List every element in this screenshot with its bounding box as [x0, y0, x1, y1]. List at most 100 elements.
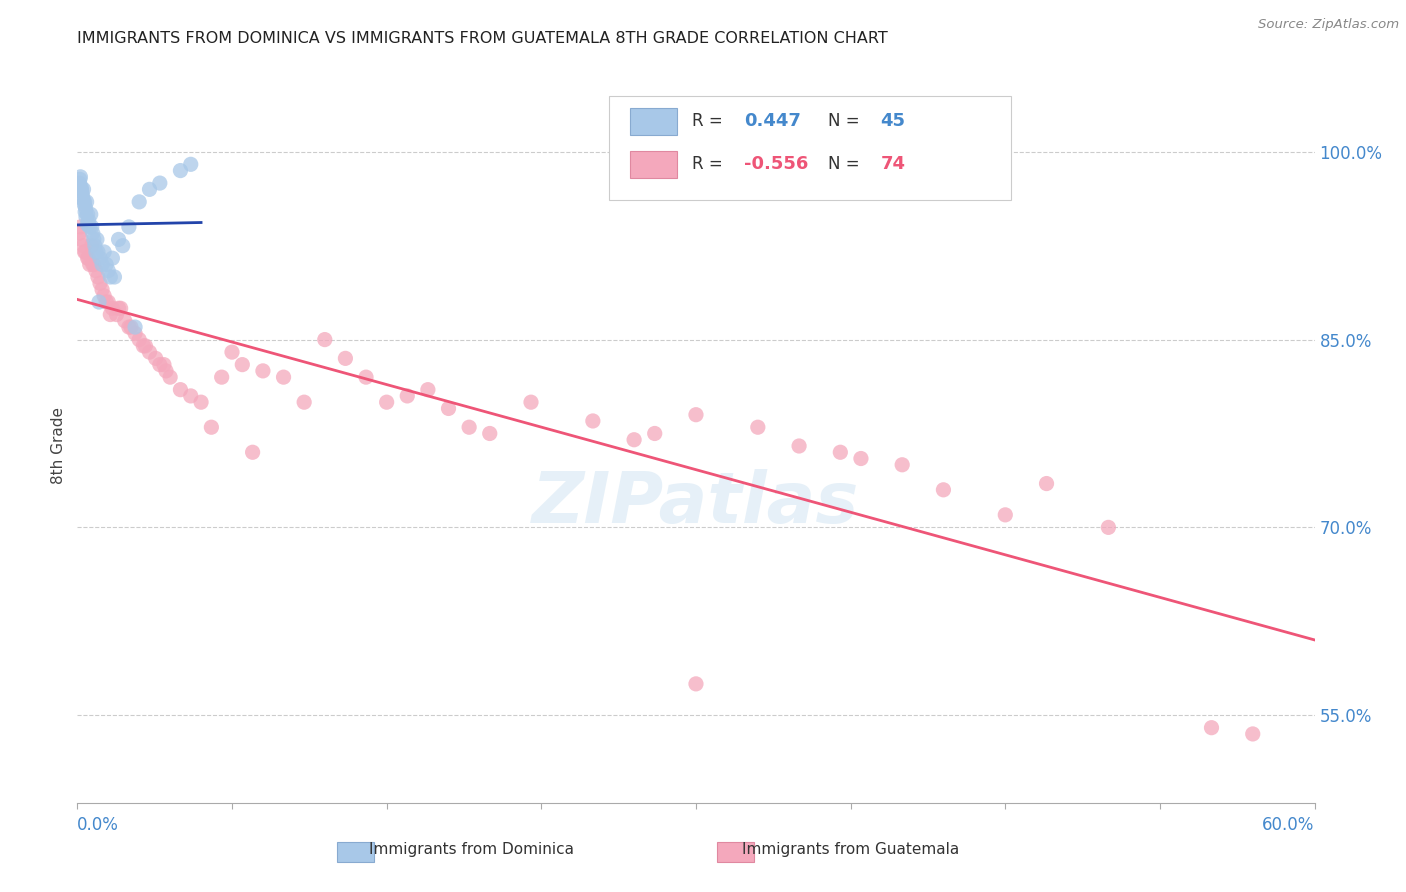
Point [83, 232, 105, 246]
Point [98, 308, 121, 322]
Text: IMMIGRANTS FROM DOMINICA VS IMMIGRANTS FROM GUATEMALA 8TH GRADE CORRELATION CHAR: IMMIGRANTS FROM DOMINICA VS IMMIGRANTS F… [77, 31, 889, 46]
Point [84, 244, 107, 259]
Point [132, 339, 155, 353]
Point [101, 301, 124, 316]
Bar [630, 108, 678, 135]
Point [98, 270, 121, 285]
Point [84, 264, 107, 278]
Point [292, 395, 315, 409]
Text: -0.556: -0.556 [744, 155, 808, 173]
Point [91, 283, 114, 297]
Point [70, 182, 93, 196]
Point [830, 445, 852, 459]
Point [623, 433, 645, 447]
Point [1097, 520, 1119, 534]
Text: ZIPatlas: ZIPatlas [533, 468, 859, 538]
Point [211, 370, 233, 384]
Point [103, 270, 125, 285]
Point [76, 251, 98, 265]
Point [149, 358, 172, 372]
Point [110, 301, 132, 316]
Text: N =: N = [828, 155, 865, 173]
Point [97, 295, 120, 310]
FancyBboxPatch shape [609, 96, 1011, 200]
Point [77, 251, 100, 265]
Point [72, 238, 94, 252]
Point [252, 364, 274, 378]
Point [458, 420, 481, 434]
Point [83, 238, 105, 252]
Point [437, 401, 460, 416]
Point [67, 176, 90, 190]
Text: Source: ZipAtlas.com: Source: ZipAtlas.com [1258, 18, 1399, 31]
Text: 45: 45 [880, 112, 905, 130]
Point [69, 172, 91, 186]
Point [134, 339, 156, 353]
Point [124, 326, 146, 341]
Point [73, 244, 96, 259]
Point [93, 244, 115, 259]
Point [69, 219, 91, 234]
Bar [630, 151, 678, 178]
Point [96, 257, 118, 271]
Text: 0.447: 0.447 [744, 112, 801, 130]
Point [314, 333, 336, 347]
Point [180, 157, 202, 171]
Point [118, 320, 141, 334]
Point [73, 197, 96, 211]
Text: R =: R = [692, 155, 728, 173]
Point [685, 408, 707, 422]
Point [153, 358, 176, 372]
Point [932, 483, 955, 497]
Point [73, 194, 96, 209]
Point [75, 210, 97, 224]
Point [118, 219, 141, 234]
Point [111, 238, 134, 252]
Text: 60.0%: 60.0% [1263, 816, 1315, 834]
Point [416, 383, 439, 397]
Point [114, 314, 136, 328]
Point [787, 439, 810, 453]
Text: R =: R = [692, 112, 728, 130]
Point [1241, 727, 1264, 741]
Point [169, 383, 191, 397]
Text: 0.0%: 0.0% [77, 816, 120, 834]
Text: Immigrants from Guatemala: Immigrants from Guatemala [742, 842, 959, 856]
Point [70, 232, 93, 246]
Point [75, 205, 97, 219]
Point [83, 257, 105, 271]
Point [354, 370, 377, 384]
Point [149, 176, 172, 190]
Point [70, 179, 93, 194]
Point [849, 451, 872, 466]
Point [105, 308, 128, 322]
Point [1035, 476, 1057, 491]
Point [128, 194, 150, 209]
Y-axis label: 8th Grade: 8th Grade [51, 408, 66, 484]
Point [107, 232, 129, 246]
Point [76, 194, 98, 209]
Point [107, 301, 129, 316]
Point [87, 295, 110, 310]
Text: 74: 74 [880, 155, 905, 173]
Point [80, 207, 103, 221]
Point [138, 345, 160, 359]
Point [96, 295, 118, 310]
Point [75, 201, 97, 215]
Point [200, 420, 222, 434]
Point [97, 264, 120, 278]
Point [93, 289, 115, 303]
Point [190, 395, 212, 409]
Point [87, 244, 110, 259]
Point [155, 364, 177, 378]
Point [396, 389, 419, 403]
Point [644, 426, 666, 441]
Point [1201, 721, 1223, 735]
Point [91, 257, 114, 271]
Point [685, 677, 707, 691]
Point [138, 182, 160, 196]
Point [69, 169, 91, 184]
Point [80, 238, 103, 252]
Point [145, 351, 167, 366]
Point [72, 188, 94, 202]
